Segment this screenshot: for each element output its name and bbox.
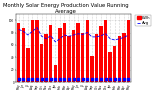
Bar	[118, 36, 121, 82]
Point	[123, 78, 125, 80]
Bar	[122, 32, 126, 82]
Bar	[113, 46, 116, 82]
Point	[86, 78, 89, 80]
Point	[77, 78, 80, 80]
Bar	[26, 48, 30, 82]
Bar	[35, 20, 39, 82]
Bar	[72, 30, 75, 82]
Legend: kWh, Avg: kWh, Avg	[136, 15, 152, 26]
Point	[91, 78, 93, 80]
Point	[109, 78, 112, 80]
Point	[72, 78, 75, 80]
Bar	[54, 65, 57, 82]
Bar	[104, 20, 107, 82]
Bar	[44, 34, 48, 82]
Bar	[99, 26, 103, 82]
Point	[100, 78, 102, 80]
Bar	[67, 36, 71, 82]
Bar	[31, 20, 34, 82]
Bar	[22, 28, 25, 82]
Point	[27, 78, 29, 80]
Point	[45, 78, 48, 80]
Point	[31, 78, 34, 80]
Point	[95, 78, 98, 80]
Text: Monthly Solar Energy Production Value Running Average: Monthly Solar Energy Production Value Ru…	[3, 3, 128, 14]
Bar	[76, 23, 80, 82]
Point	[127, 78, 130, 80]
Bar	[17, 23, 20, 82]
Point	[59, 78, 61, 80]
Point	[17, 78, 20, 80]
Point	[104, 78, 107, 80]
Point	[40, 78, 43, 80]
Bar	[90, 56, 94, 82]
Bar	[58, 28, 62, 82]
Point	[36, 78, 38, 80]
Bar	[108, 52, 112, 82]
Bar	[40, 44, 43, 82]
Bar	[81, 32, 84, 82]
Bar	[63, 23, 66, 82]
Point	[81, 78, 84, 80]
Point	[113, 78, 116, 80]
Point	[22, 78, 25, 80]
Bar	[86, 20, 89, 82]
Bar	[49, 25, 52, 82]
Point	[49, 78, 52, 80]
Point	[54, 78, 57, 80]
Bar	[127, 20, 130, 82]
Point	[63, 78, 66, 80]
Point	[68, 78, 70, 80]
Bar	[95, 34, 98, 82]
Point	[118, 78, 121, 80]
